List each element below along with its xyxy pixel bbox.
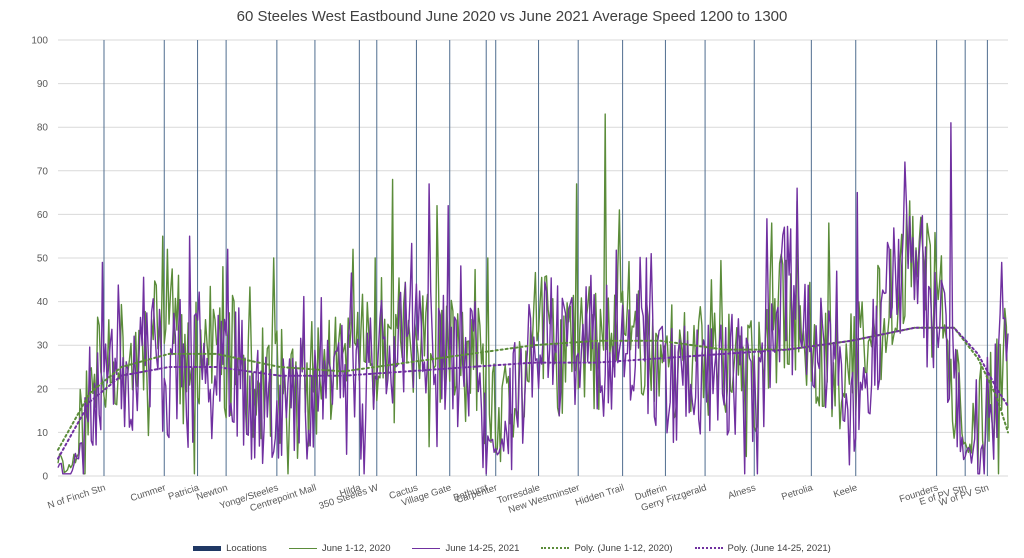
y-tick-label-0: 0: [42, 472, 48, 483]
location-label-0: N of Finch Stn: [46, 482, 107, 511]
series-line-1: [57, 122, 1009, 475]
y-tick-label-20: 20: [37, 384, 49, 395]
location-label-18: Petrolia: [780, 482, 815, 503]
legend-swatch-poly-2020: [541, 547, 570, 549]
legend-label-2020: June 1-12, 2020: [321, 542, 391, 554]
legend-item-locations: Locations: [193, 540, 267, 556]
legend-item-poly-2020: Poly. (June 1-12, 2020): [541, 540, 673, 556]
location-label-1: Cummer: [129, 482, 167, 504]
location-label-14: Hidden Trail: [574, 482, 626, 508]
legend-label-2021: June 14-25, 2021: [445, 542, 520, 554]
y-tick-label-40: 40: [37, 297, 49, 308]
y-tick-label-100: 100: [31, 36, 48, 47]
legend-swatch-2020: [288, 547, 317, 549]
legend-swatch-poly-2021: [694, 547, 723, 549]
y-tick-label-90: 90: [37, 79, 49, 90]
y-tick-label-30: 30: [37, 341, 49, 352]
legend-swatch-2021: [412, 547, 441, 549]
series-line-3: [57, 326, 1009, 460]
location-label-19: Keele: [832, 482, 859, 500]
y-tick-label-70: 70: [37, 166, 49, 177]
chart-title: 60 Steeles West Eastbound June 2020 vs J…: [236, 8, 788, 25]
y-tick-label-80: 80: [37, 123, 49, 134]
legend-label-poly-2021: Poly. (June 14-25, 2021): [727, 542, 831, 554]
legend-label-poly-2020: Poly. (June 1-12, 2020): [574, 542, 673, 554]
legend-item-2021: June 14-25, 2021: [412, 540, 519, 556]
legend-swatch-locations: [193, 545, 222, 551]
series-line-0: [57, 113, 1009, 475]
y-tick-label-60: 60: [37, 210, 49, 221]
y-tick-label-50: 50: [37, 254, 49, 265]
y-tick-label-10: 10: [37, 428, 49, 439]
legend-item-poly-2021: Poly. (June 14-25, 2021): [694, 540, 831, 556]
legend-label-locations: Locations: [226, 542, 267, 554]
legend: Locations June 1-12, 2020 June 14-25, 20…: [0, 540, 1024, 556]
location-label-17: Alness: [727, 482, 758, 501]
legend-item-2020: June 1-12, 2020: [288, 540, 391, 556]
